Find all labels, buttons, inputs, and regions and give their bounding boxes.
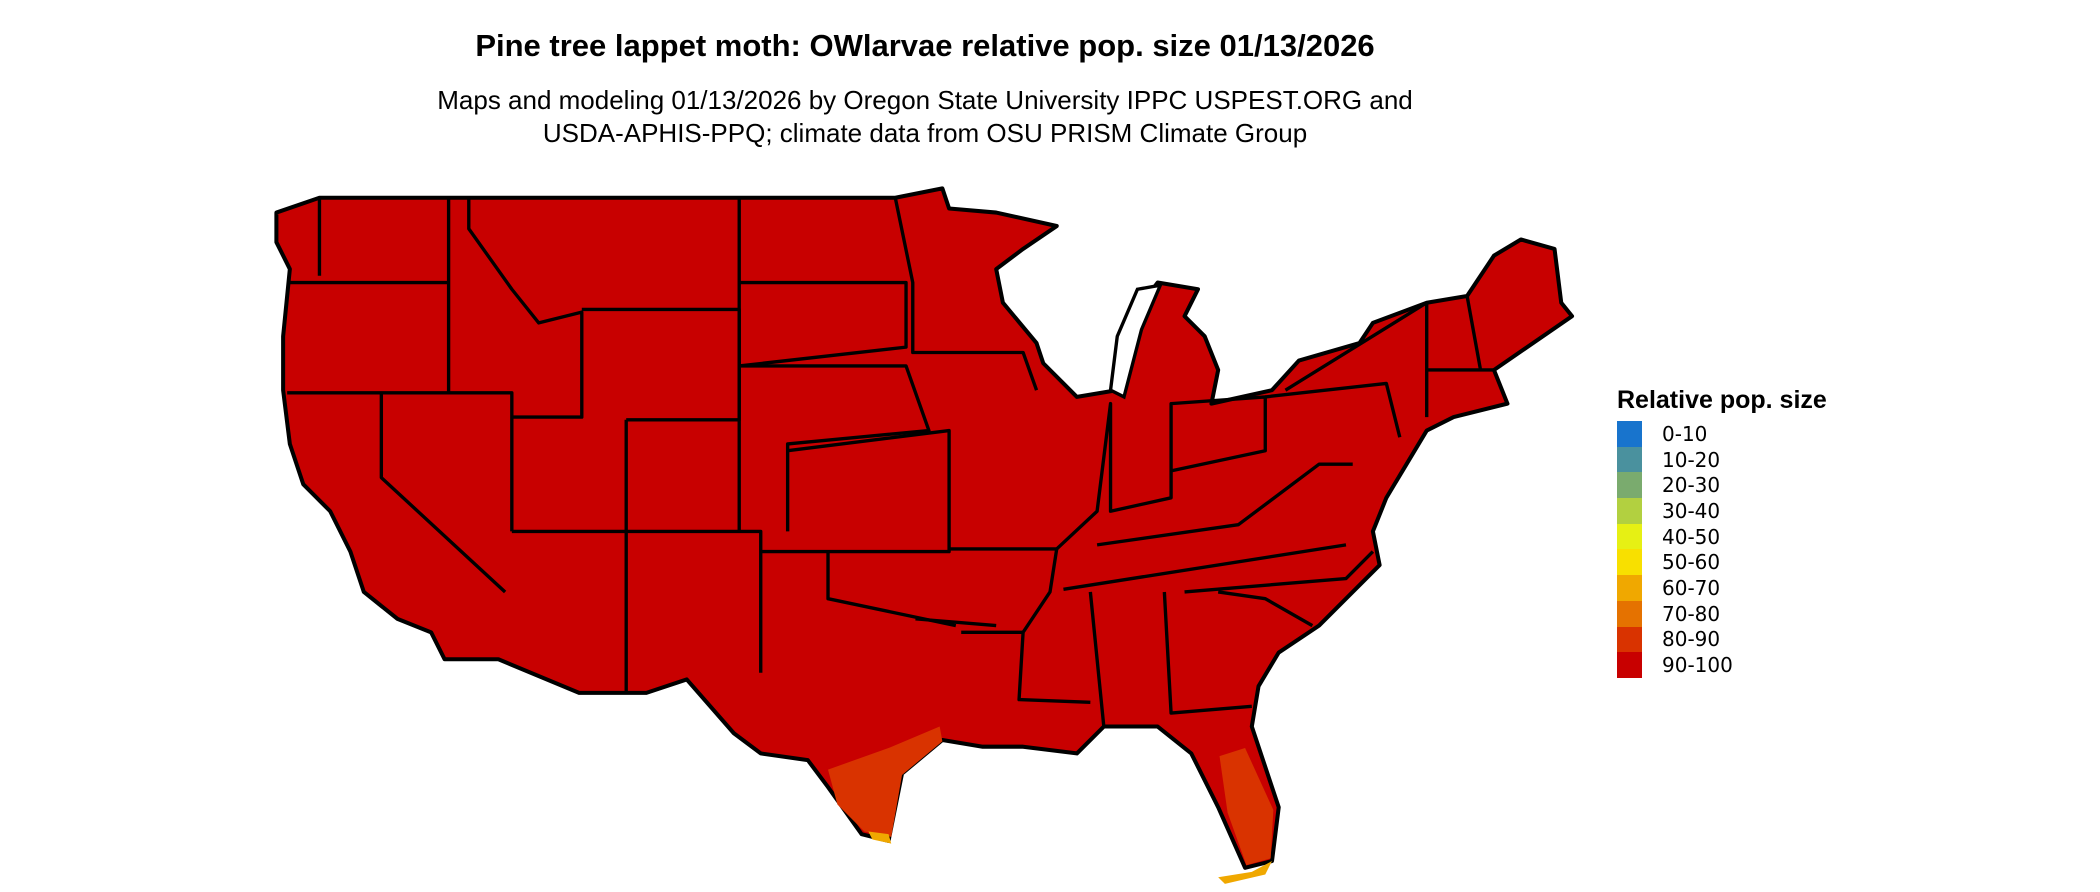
south-texas-80-90-area (828, 726, 943, 837)
legend-label: 40-50 (1662, 524, 1721, 549)
legend-item: 30-40 (1617, 498, 1827, 524)
legend-swatch (1617, 421, 1642, 447)
legend-item: 60-70 (1617, 575, 1827, 601)
legend-label: 70-80 (1662, 601, 1721, 626)
legend-item: 40-50 (1617, 523, 1827, 550)
map-title: Pine tree lappet moth: OWlarvae relative… (475, 28, 1375, 63)
legend-label: 10-20 (1662, 447, 1721, 472)
legend-swatch (1617, 498, 1642, 524)
lake-michigan (1108, 283, 1164, 400)
legend-label: 50-60 (1662, 550, 1721, 575)
legend-item: 70-80 (1617, 600, 1827, 627)
legend-item: 90-100 (1617, 652, 1827, 678)
legend-item: 0-10 (1617, 421, 1827, 447)
legend-label: 20-30 (1662, 473, 1721, 498)
legend-item: 10-20 (1617, 446, 1827, 473)
legend-swatch (1617, 446, 1642, 473)
legend-swatch (1617, 575, 1642, 601)
legend-label: 80-90 (1662, 627, 1721, 652)
tip-60-70-area (868, 831, 892, 844)
legend-swatch (1617, 472, 1642, 499)
legend-swatch (1617, 549, 1642, 576)
legend-swatch (1617, 523, 1642, 550)
legend-label: 0-10 (1662, 421, 1708, 446)
florida-80-90-area (1219, 748, 1274, 866)
legend-item: 20-30 (1617, 472, 1827, 499)
legend-item: 50-60 (1617, 549, 1827, 576)
subtitle-line-2: USDA-APHIS-PPQ; climate data from OSU PR… (542, 118, 1308, 148)
legend-label: 90-100 (1662, 653, 1733, 678)
legend-swatch (1617, 626, 1642, 653)
legend: Relative pop. size 0-10 10-20 20-30 30-40 40… (1617, 386, 1827, 678)
subtitle-line-1: Maps and modeling 01/13/2026 by Oregon S… (437, 85, 1413, 115)
keys-60-70-area (1218, 861, 1272, 884)
legend-swatch (1617, 600, 1642, 627)
legend-title: Relative pop. size (1617, 386, 1827, 414)
us-land-area (274, 186, 1575, 870)
legend-swatch (1617, 652, 1642, 678)
legend-label: 60-70 (1662, 575, 1721, 600)
legend-item: 80-90 (1617, 626, 1827, 653)
state-borders (287, 197, 1494, 727)
map-subtitle: Maps and modeling 01/13/2026 by Oregon S… (0, 84, 1850, 150)
legend-label: 30-40 (1662, 498, 1721, 523)
